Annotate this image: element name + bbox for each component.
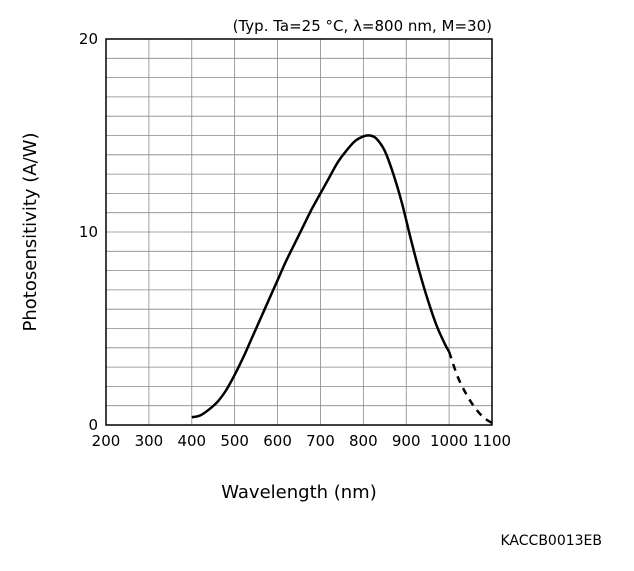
series-line-photosensitivity xyxy=(191,134,451,419)
y-tick-labels: 0 10 20 xyxy=(79,30,98,434)
figure-code: KACCB0013EB xyxy=(501,533,603,549)
x-tick-label: 900 xyxy=(392,432,421,450)
y-tick-label: 10 xyxy=(79,223,98,241)
x-tick-label: 800 xyxy=(349,432,378,450)
x-tick-labels: 200 300 400 500 600 700 800 900 1000 1100 xyxy=(92,432,511,450)
y-tick-label: 20 xyxy=(79,30,98,48)
x-tick-label: 1100 xyxy=(473,432,511,450)
x-tick-label: 400 xyxy=(177,432,206,450)
condition-note: (Typ. Ta=25 °C, λ=800 nm, M=30) xyxy=(233,17,492,35)
y-axis-label: Photosensitivity (A/W) xyxy=(20,133,41,332)
x-tick-label: 300 xyxy=(135,432,164,450)
series-line-dashed-extrapolated xyxy=(447,351,493,425)
x-tick-label: 600 xyxy=(263,432,292,450)
x-axis-label: Wavelength (nm) xyxy=(221,482,377,503)
x-tick-label: 1000 xyxy=(430,432,468,450)
x-tick-label: 700 xyxy=(306,432,335,450)
data-series xyxy=(191,134,493,425)
x-tick-label: 500 xyxy=(220,432,249,450)
x-tick-label: 200 xyxy=(92,432,121,450)
grid-lines xyxy=(106,39,492,425)
y-tick-label: 0 xyxy=(88,416,98,434)
plot-frame xyxy=(105,38,493,426)
